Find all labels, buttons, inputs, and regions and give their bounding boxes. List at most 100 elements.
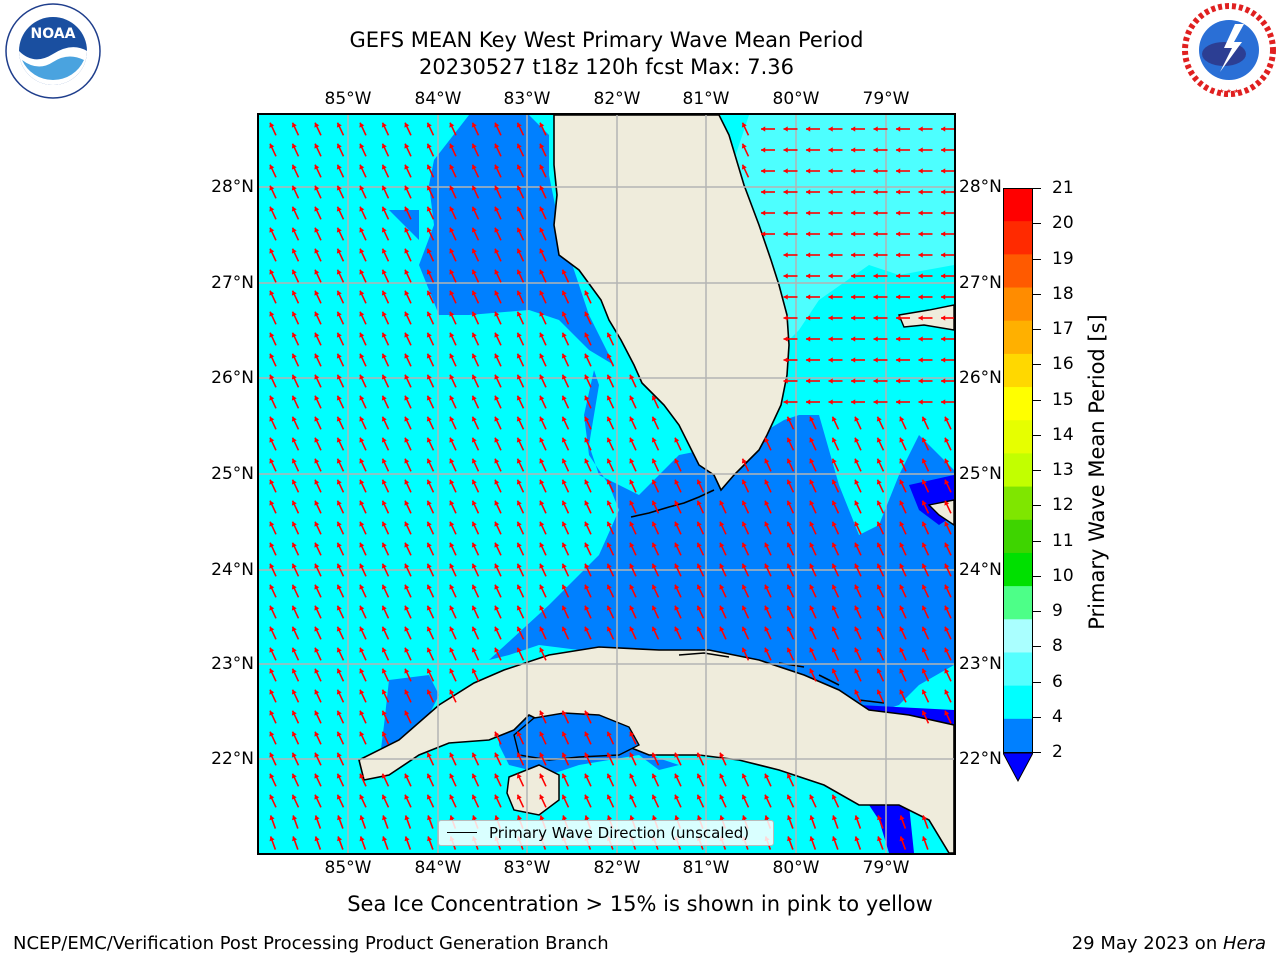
colorbar-tick-label: 14 <box>1052 424 1074 445</box>
lat-label-right: 24°N <box>959 560 1002 580</box>
wave-arrow-head <box>494 731 500 737</box>
wave-arrow-head <box>359 773 365 779</box>
colorbar-tick-label: 8 <box>1052 636 1063 657</box>
wave-arrow-head <box>787 815 793 821</box>
wave-arrow-head <box>918 399 923 405</box>
wave-arrow-head <box>941 336 946 342</box>
wave-arrow-head <box>899 458 905 464</box>
wave-arrow-head <box>516 164 522 170</box>
wave-arrow-head <box>427 815 433 821</box>
wave-arrow-head <box>719 815 725 821</box>
wave-arrow-head <box>696 626 702 632</box>
wave-arrow-head <box>629 773 635 779</box>
wave-arrow-head <box>269 500 275 506</box>
wave-arrow-head <box>404 164 410 170</box>
wave-arrow-head <box>806 294 811 300</box>
wave-arrow-head <box>404 479 410 485</box>
wave-arrow-head <box>471 374 477 380</box>
wave-arrow-head <box>562 815 568 821</box>
wave-arrow-head <box>539 710 545 716</box>
wave-arrow-head <box>651 437 657 443</box>
wave-arrow-head <box>516 206 522 212</box>
wave-arrow-head <box>741 626 747 632</box>
wave-arrow-head <box>651 626 657 632</box>
wave-arrow-head <box>494 164 500 170</box>
wave-arrow-head <box>404 353 410 359</box>
colorbar-band <box>1003 486 1033 521</box>
colorbar-tick-label: 10 <box>1052 565 1074 586</box>
wave-arrow-head <box>921 584 927 590</box>
colorbar-band <box>1003 353 1033 388</box>
wave-arrow-head <box>539 290 545 296</box>
wave-arrow-head <box>404 437 410 443</box>
wave-arrow-head <box>449 794 455 800</box>
wave-arrow-head <box>359 416 365 422</box>
wave-arrow-head <box>651 395 657 401</box>
wave-arrow-head <box>471 458 477 464</box>
wave-arrow-head <box>269 521 275 527</box>
wave-arrow-head <box>516 500 522 506</box>
wave-arrow-head <box>851 399 856 405</box>
wave-arrow-head <box>449 374 455 380</box>
wave-arrow-head <box>831 626 837 632</box>
wave-arrow-head <box>873 273 878 279</box>
wave-arrow-head <box>382 815 388 821</box>
wave-arrow-head <box>851 378 856 384</box>
wave-arrow-head <box>336 395 342 401</box>
wave-arrow-head <box>674 521 680 527</box>
wave-arrow-head <box>314 143 320 149</box>
wave-arrow-head <box>314 416 320 422</box>
wave-arrow-head <box>719 794 725 800</box>
wave-arrow-head <box>336 164 342 170</box>
wave-arrow-head <box>786 542 792 548</box>
wave-arrow-head <box>539 353 545 359</box>
wave-arrow-head <box>652 815 658 821</box>
wave-arrow-head <box>494 143 500 149</box>
wave-arrow-head <box>269 164 275 170</box>
wave-arrow-head <box>449 458 455 464</box>
colorbar-tick-mark <box>1033 434 1041 436</box>
colorbar-label: Primary Wave Mean Period [s] <box>1085 314 1109 630</box>
colorbar-tick-label: 11 <box>1052 530 1074 551</box>
wave-arrow-head <box>741 542 747 548</box>
colorbar-tick-label: 20 <box>1052 213 1074 234</box>
wave-arrow-head <box>449 332 455 338</box>
wave-arrow-head <box>764 626 770 632</box>
wave-arrow-head <box>651 500 657 506</box>
wave-arrow-head <box>471 647 477 653</box>
wave-arrow-head <box>831 416 837 422</box>
wave-arrow-head <box>314 752 320 758</box>
wave-arrow-head <box>516 353 522 359</box>
wave-arrow-head <box>494 773 500 779</box>
wave-arrow-head <box>561 542 567 548</box>
wave-arrow-head <box>629 752 635 758</box>
wave-arrow-head <box>584 290 590 296</box>
wave-arrow-head <box>426 773 432 779</box>
wave-arrow-head <box>269 773 275 779</box>
wave-arrow-head <box>269 752 275 758</box>
wave-arrow-head <box>741 563 747 569</box>
wave-arrow-head <box>606 542 612 548</box>
wave-arrow-head <box>336 794 342 800</box>
wave-arrow-head <box>314 710 320 716</box>
wave-arrow-head <box>494 479 500 485</box>
wave-arrow-head <box>449 185 455 191</box>
wave-arrow-head <box>269 416 275 422</box>
wave-arrow-head <box>359 437 365 443</box>
wave-arrow-head <box>854 668 860 674</box>
wave-arrow-head <box>696 752 702 758</box>
wave-arrow-head <box>783 357 788 363</box>
wave-arrow-head <box>336 416 342 422</box>
wave-arrow-head <box>719 521 725 527</box>
wave-arrow-head <box>291 563 297 569</box>
wave-arrow-head <box>851 336 856 342</box>
wave-arrow-head <box>404 563 410 569</box>
wave-arrow-head <box>674 479 680 485</box>
wave-arrow-head <box>471 353 477 359</box>
colorbar-band <box>1003 387 1033 421</box>
wave-arrow-head <box>381 542 387 548</box>
wave-arrow-head <box>561 269 567 275</box>
wave-arrow-head <box>269 143 275 149</box>
wave-arrow-head <box>291 206 297 212</box>
wave-arrow-head <box>539 542 545 548</box>
